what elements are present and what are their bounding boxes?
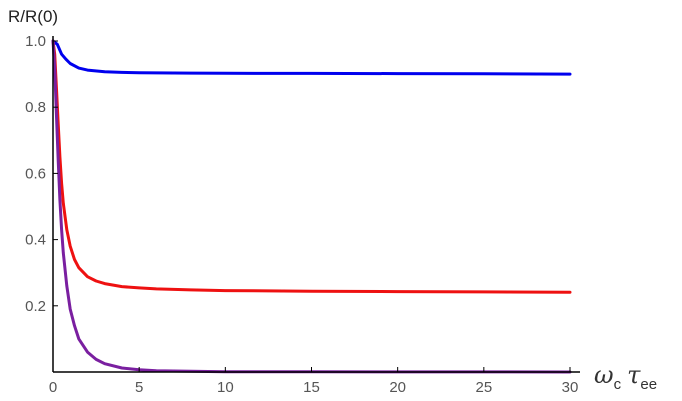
y-tick-label: 0.6 — [25, 165, 46, 182]
x-axis-ticks: 0 5 10 15 20 25 30 — [49, 367, 579, 396]
x-axis-label-sub-ee: ee — [640, 376, 657, 393]
y-tick-label: 1.0 — [25, 33, 46, 50]
y-axis-label: R/R(0) — [8, 7, 58, 26]
x-axis-label-sub-c: c — [614, 376, 622, 393]
x-tick-label: 10 — [217, 379, 234, 396]
y-tick-label: 0.2 — [25, 298, 46, 315]
x-axis-label-tau: τ — [627, 361, 641, 389]
series-layer — [51, 39, 572, 374]
y-axis-ticks: 0.2 0.4 0.6 0.8 1.0 — [25, 33, 58, 315]
y-tick-label: 0.8 — [25, 99, 46, 116]
x-axis-label-omega: ω — [594, 361, 614, 389]
series-line-purple — [51, 39, 572, 374]
series-line-red — [51, 39, 572, 294]
x-axis-label: ωc τee — [594, 361, 657, 393]
x-tick-label: 15 — [303, 379, 320, 396]
y-tick-label: 0.4 — [25, 232, 46, 249]
x-tick-label: 25 — [475, 379, 492, 396]
x-tick-label: 30 — [562, 379, 579, 396]
x-tick-label: 0 — [49, 379, 57, 396]
series-line-blue — [51, 39, 572, 76]
x-tick-label: 5 — [135, 379, 143, 396]
x-tick-label: 20 — [389, 379, 406, 396]
